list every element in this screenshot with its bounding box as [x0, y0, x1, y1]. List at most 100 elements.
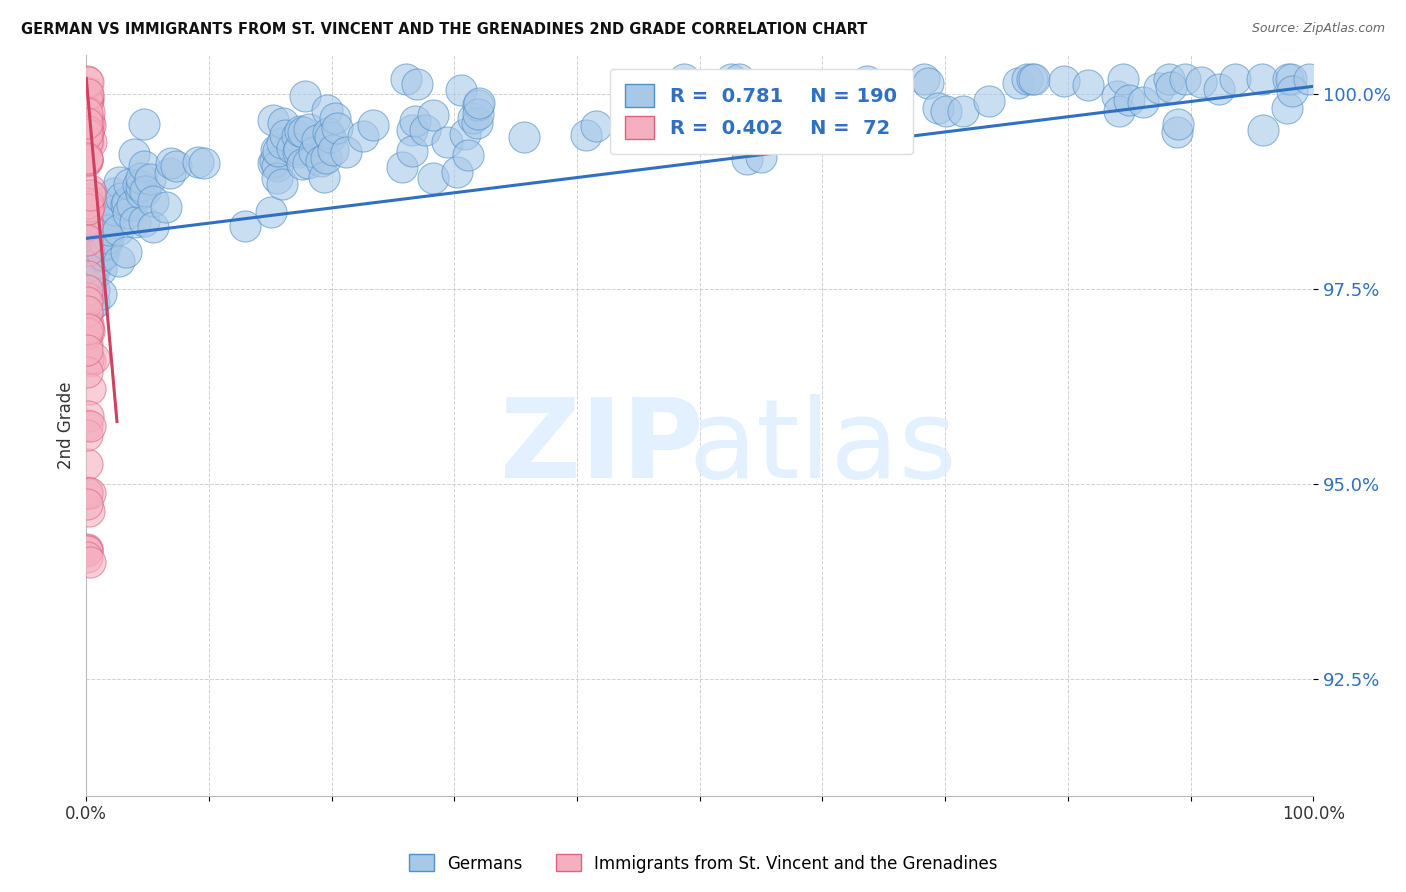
Point — [131, 171, 153, 186]
Point — [395, 71, 418, 86]
Point — [735, 152, 758, 166]
Point — [1007, 76, 1029, 90]
Point — [76, 136, 98, 151]
Point — [262, 155, 284, 169]
Point — [76, 497, 98, 511]
Point — [76, 457, 98, 471]
Point — [90, 286, 112, 301]
Point — [115, 245, 138, 260]
Point — [361, 118, 384, 132]
Point — [77, 244, 100, 258]
Point — [401, 144, 423, 158]
Point — [97, 211, 120, 226]
Point — [79, 419, 101, 434]
Point — [93, 233, 115, 247]
Point — [82, 228, 104, 243]
Point — [132, 214, 155, 228]
Point — [117, 206, 139, 220]
Point — [76, 154, 98, 169]
Point — [76, 202, 98, 217]
Point — [103, 186, 125, 201]
Point — [436, 136, 458, 150]
Point — [264, 143, 287, 157]
Point — [467, 106, 489, 120]
Point — [266, 171, 288, 186]
Point — [76, 106, 98, 120]
Point — [422, 108, 444, 122]
Point — [262, 113, 284, 128]
Point — [114, 197, 136, 211]
Point — [87, 222, 110, 236]
Point — [77, 199, 100, 213]
Point — [575, 128, 598, 142]
Point — [815, 78, 838, 93]
Point — [82, 246, 104, 260]
Point — [134, 184, 156, 198]
Point — [76, 485, 98, 500]
Point — [193, 156, 215, 170]
Text: ZIP: ZIP — [501, 394, 703, 501]
Point — [76, 92, 98, 106]
Point — [76, 123, 98, 137]
Point — [90, 195, 112, 210]
Point — [121, 198, 143, 212]
Point — [76, 219, 98, 233]
Point — [720, 71, 742, 86]
Point — [103, 203, 125, 218]
Point — [77, 318, 100, 332]
Point — [132, 117, 155, 131]
Point — [821, 94, 844, 108]
Legend: R =  0.781    N = 190, R =  0.402    N =  72: R = 0.781 N = 190, R = 0.402 N = 72 — [610, 69, 912, 154]
Point — [1298, 71, 1320, 86]
Point — [319, 130, 342, 145]
Point — [76, 116, 98, 130]
Point — [93, 235, 115, 250]
Point — [76, 307, 98, 321]
Point — [585, 120, 607, 134]
Point — [76, 544, 98, 558]
Point — [778, 101, 800, 115]
Point — [122, 146, 145, 161]
Point — [758, 87, 780, 102]
Point — [77, 115, 100, 129]
Point — [96, 236, 118, 251]
Point — [401, 123, 423, 137]
Point — [108, 253, 131, 268]
Point — [1105, 88, 1128, 103]
Point — [468, 95, 491, 110]
Point — [1174, 71, 1197, 86]
Point — [731, 92, 754, 106]
Point — [404, 114, 426, 128]
Point — [76, 294, 98, 309]
Point — [1167, 117, 1189, 131]
Point — [305, 132, 328, 146]
Point — [465, 116, 488, 130]
Point — [76, 128, 98, 142]
Point — [87, 229, 110, 244]
Point — [266, 159, 288, 173]
Point — [1147, 81, 1170, 95]
Point — [76, 304, 98, 318]
Point — [82, 250, 104, 264]
Point — [446, 165, 468, 179]
Point — [76, 151, 98, 165]
Point — [1160, 80, 1182, 95]
Point — [952, 104, 974, 119]
Point — [79, 118, 101, 132]
Point — [79, 187, 101, 202]
Point — [77, 104, 100, 119]
Point — [76, 126, 98, 140]
Point — [935, 103, 957, 118]
Point — [849, 80, 872, 95]
Point — [76, 550, 98, 565]
Point — [82, 262, 104, 277]
Point — [76, 337, 98, 351]
Point — [76, 283, 98, 297]
Point — [90, 220, 112, 235]
Point — [744, 119, 766, 133]
Point — [316, 126, 339, 140]
Point — [454, 127, 477, 141]
Point — [91, 206, 114, 220]
Point — [76, 74, 98, 88]
Point — [264, 153, 287, 168]
